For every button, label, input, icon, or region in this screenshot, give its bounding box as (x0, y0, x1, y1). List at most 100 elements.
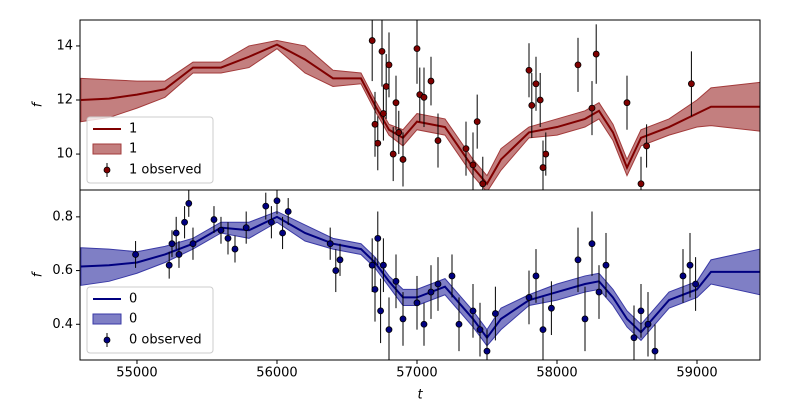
observed-point (574, 61, 582, 69)
observed-point (476, 326, 484, 334)
observed-point (374, 139, 382, 147)
observed-point (469, 307, 477, 315)
observed-point (532, 272, 540, 280)
observed-point (539, 326, 547, 334)
observed-point (448, 272, 456, 280)
observed-point (528, 102, 536, 109)
y-axis-label: f (31, 270, 46, 277)
observed-point (602, 261, 610, 269)
y-tick-label: 0.4 (52, 317, 73, 332)
observed-point (132, 251, 139, 258)
observed-point (379, 261, 387, 269)
model-line (80, 43, 760, 186)
observed-point (588, 240, 596, 248)
observed-point (399, 315, 407, 323)
observed-point (273, 197, 281, 205)
x-tick-label: 58000 (536, 366, 577, 381)
observed-point (491, 310, 499, 317)
observed-point (336, 256, 344, 264)
plot-area (80, 20, 760, 190)
observed-point (332, 267, 340, 274)
observed-point (679, 272, 687, 280)
observed-point (371, 120, 379, 128)
observed-point (168, 240, 176, 248)
observed-point (532, 80, 540, 88)
observed-point (525, 294, 533, 301)
observed-point (588, 104, 596, 112)
y-tick-label: 10 (56, 147, 73, 162)
observed-point (242, 224, 250, 231)
observed-point (185, 200, 193, 207)
observed-point (413, 45, 421, 53)
legend-box (86, 116, 214, 184)
observed-point (392, 99, 400, 107)
y-tick-label: 0.6 (52, 263, 73, 278)
observed-point (692, 280, 699, 288)
observed-point (539, 164, 547, 171)
observed-point (434, 280, 442, 288)
legend-label: 0 observed (129, 333, 202, 348)
observed-point (427, 288, 435, 296)
observed-point (536, 96, 544, 104)
observed-point (427, 77, 435, 85)
legend-patch (92, 143, 122, 155)
y-tick-label: 0.8 (52, 209, 73, 224)
observed-point (175, 251, 183, 258)
observed-point (542, 150, 550, 158)
observed-point (479, 180, 487, 188)
observed-point (172, 229, 180, 237)
observed-point (630, 334, 638, 342)
x-tick-label: 55000 (116, 366, 157, 381)
plot-area (80, 190, 760, 360)
observed-point (189, 240, 197, 248)
observed-point (371, 285, 379, 293)
observed-point (483, 347, 491, 355)
observed-point (392, 277, 400, 285)
y-tick-label: 12 (56, 93, 73, 108)
observed-point (382, 83, 390, 90)
observed-point (267, 218, 275, 226)
observed-point (637, 180, 645, 188)
observed-point (231, 245, 239, 253)
x-tick-label: 56000 (256, 366, 297, 381)
observed-point (525, 66, 533, 74)
observed-point (389, 150, 397, 158)
observed-point (592, 50, 600, 58)
axes-frame (79, 189, 761, 361)
observed-point (644, 320, 652, 328)
observed-point (395, 129, 403, 136)
legend-point (103, 166, 111, 174)
observed-point (469, 161, 477, 169)
x-axis-label: t (417, 388, 423, 400)
observed-point (217, 226, 225, 234)
observed-point (413, 299, 421, 307)
observed-point (434, 137, 442, 144)
observed-point (462, 145, 470, 153)
observed-point (224, 234, 232, 242)
observed-point (284, 208, 292, 215)
legend-label: 1 (129, 122, 137, 137)
observed-point (473, 118, 481, 126)
observed-point (279, 229, 286, 237)
legend-label: 1 observed (129, 163, 202, 178)
observed-point (574, 256, 582, 264)
observed-point (379, 110, 387, 117)
observed-point (420, 93, 428, 101)
observed-point (399, 156, 407, 163)
legend-label: 0 (129, 292, 137, 307)
observed-point (378, 47, 386, 55)
observed-point (181, 218, 188, 226)
observed-point (651, 347, 659, 355)
legend-label: 1 (129, 142, 137, 157)
legend-box (86, 286, 214, 354)
observed-point (374, 234, 382, 242)
observed-point (165, 261, 173, 269)
observed-point (262, 202, 270, 210)
observed-point (377, 307, 384, 315)
y-tick-label: 14 (56, 38, 73, 53)
observed-point (643, 142, 650, 150)
observed-point (420, 320, 428, 328)
observed-point (210, 216, 218, 223)
x-tick-label: 59000 (676, 366, 717, 381)
